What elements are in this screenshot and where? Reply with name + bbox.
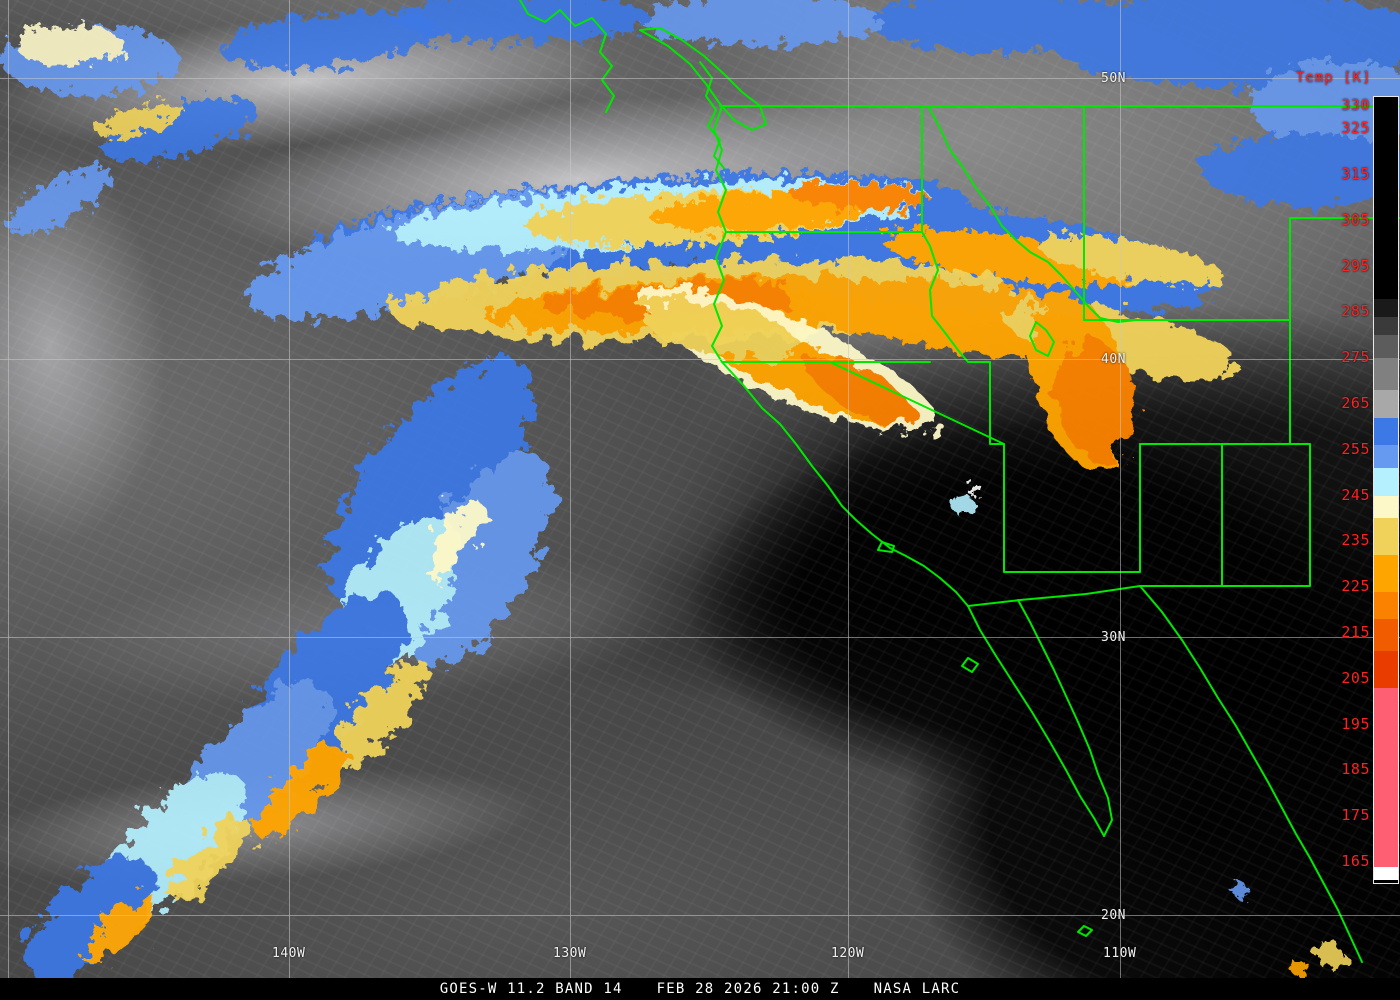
colorbar-tick-165: 165 <box>1341 852 1370 871</box>
temperature-colorbar: Temp [K] 330 325 315 305 295 285 275 265 255 245 2… <box>1296 70 1400 890</box>
image-caption-bar: GOES-W 11.2 BAND 14 FEB 28 2026 21:00 Z … <box>0 978 1400 1000</box>
lat-label-20n: 20N <box>1101 908 1126 923</box>
colorbar-segment <box>1374 495 1398 519</box>
colorbar-segment <box>1374 880 1398 883</box>
lon-label-110w: 110W <box>1103 946 1137 961</box>
gridline-lon-110w <box>1120 0 1121 978</box>
lat-label-30n: 30N <box>1101 630 1126 645</box>
lon-label-140w: 140W <box>272 946 306 961</box>
colorbar-tick-235: 235 <box>1341 531 1370 550</box>
colorbar-tick-205: 205 <box>1341 668 1370 687</box>
colorbar-segment <box>1374 619 1398 652</box>
colorbar-tick-295: 295 <box>1341 256 1370 275</box>
colorbar-segment <box>1374 518 1398 556</box>
gridline-lat-50n <box>0 78 1400 79</box>
colorbar-tick-185: 185 <box>1341 760 1370 779</box>
colorbar-segment <box>1374 335 1398 359</box>
ir-enhancement-layer <box>0 0 1400 978</box>
colorbar-title: Temp [K] <box>1296 70 1372 86</box>
colorbar-tick-175: 175 <box>1341 806 1370 825</box>
gridline-lon-140w <box>289 0 290 978</box>
colorbar-segment <box>1374 417 1398 446</box>
colorbar-gradient-strip <box>1373 96 1399 884</box>
caption-satellite: GOES-W 11.2 BAND 14 <box>439 981 623 997</box>
caption-timestamp: FEB 28 2026 21:00 Z <box>656 981 840 997</box>
gridline-lon-130w <box>570 0 571 978</box>
gridline-lon-150w <box>8 0 9 978</box>
colorbar-segment <box>1374 316 1398 336</box>
colorbar-segment <box>1374 651 1398 688</box>
colorbar-tick-305: 305 <box>1341 210 1370 229</box>
gridline-lat-30n <box>0 637 1400 638</box>
lon-label-120w: 120W <box>831 946 865 961</box>
lon-label-130w: 130W <box>553 946 587 961</box>
colorbar-tick-255: 255 <box>1341 439 1370 458</box>
colorbar-segment <box>1374 591 1398 620</box>
colorbar-segment <box>1374 97 1398 299</box>
colorbar-tick-225: 225 <box>1341 577 1370 596</box>
colorbar-segment <box>1374 358 1398 391</box>
colorbar-tick-285: 285 <box>1341 302 1370 321</box>
colorbar-segment <box>1374 687 1398 867</box>
colorbar-segment <box>1374 298 1398 317</box>
colorbar-tick-275: 275 <box>1341 348 1370 367</box>
satellite-ir-image: 50N 40N 30N 20N 140W 130W 120W 110W Temp… <box>0 0 1400 978</box>
colorbar-segment <box>1374 445 1398 469</box>
gridline-lat-20n <box>0 915 1400 916</box>
colorbar-tick-265: 265 <box>1341 393 1370 412</box>
lat-label-40n: 40N <box>1101 352 1126 367</box>
colorbar-tick-245: 245 <box>1341 485 1370 504</box>
colorbar-segment <box>1374 468 1398 496</box>
colorbar-tick-215: 215 <box>1341 623 1370 642</box>
colorbar-segment <box>1374 866 1398 881</box>
gridline-lat-40n <box>0 359 1400 360</box>
colorbar-tick-325: 325 <box>1341 119 1370 138</box>
colorbar-segment <box>1374 390 1398 418</box>
gridline-lon-120w <box>848 0 849 978</box>
colorbar-segment <box>1374 555 1398 592</box>
lat-label-50n: 50N <box>1101 71 1126 86</box>
colorbar-tick-315: 315 <box>1341 164 1370 183</box>
colorbar-tick-330: 330 <box>1341 96 1370 115</box>
caption-provider: NASA LARC <box>873 981 961 997</box>
colorbar-tick-195: 195 <box>1341 714 1370 733</box>
